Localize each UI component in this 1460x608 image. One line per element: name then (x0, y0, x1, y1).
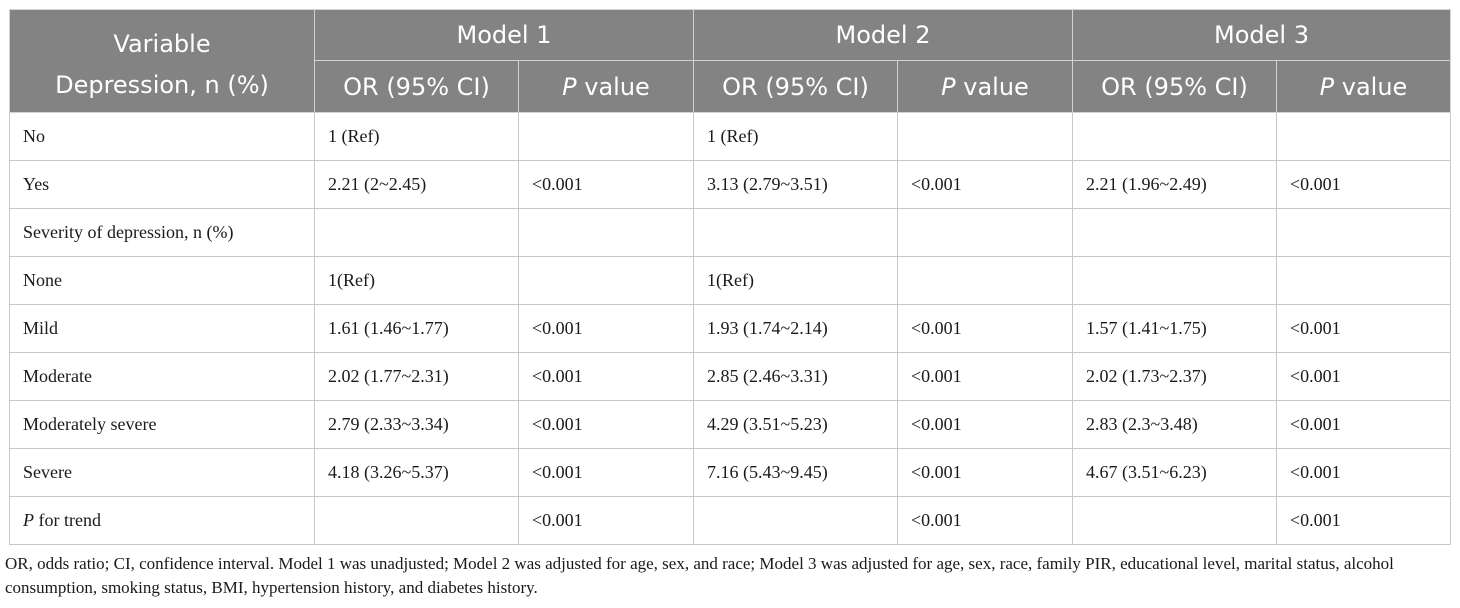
table-cell (314, 496, 519, 545)
row-label: No (9, 112, 315, 161)
table-cell: 4.18 (3.26~5.37) (314, 448, 519, 497)
table-row: Moderate 2.02 (1.77~2.31) <0.001 2.85 (2.46… (9, 352, 1451, 401)
table-cell: <0.001 (897, 352, 1073, 401)
results-table: Variable Depression, n (%) Model 1 Model… (9, 9, 1451, 545)
table-cell: 1(Ref) (314, 256, 519, 305)
table-footnote: OR, odds ratio; CI, confidence interval.… (5, 554, 1394, 597)
table-row: Moderately severe 2.79 (2.33~3.34) <0.001 4… (9, 400, 1451, 449)
table-cell (518, 208, 694, 257)
table-cell: <0.001 (897, 160, 1073, 209)
table-cell (1072, 208, 1277, 257)
table-row: No 1 (Ref) 1 (Ref) (9, 112, 1451, 161)
table-cell: 4.29 (3.51~5.23) (693, 400, 898, 449)
table-cell: 1 (Ref) (314, 112, 519, 161)
table-cell (1072, 496, 1277, 545)
row-label: Moderate (9, 352, 315, 401)
model-1-header: Model 1 (314, 9, 694, 61)
table-cell: 4.67 (3.51~6.23) (1072, 448, 1277, 497)
table-cell: <0.001 (897, 400, 1073, 449)
variable-label: Variable (113, 30, 211, 58)
table-header: Variable Depression, n (%) Model 1 Model… (9, 9, 1451, 113)
table-cell: 2.02 (1.77~2.31) (314, 352, 519, 401)
table-cell (1072, 256, 1277, 305)
table-row: Severity of depression, n (%) (9, 208, 1451, 257)
table-cell: <0.001 (1276, 448, 1451, 497)
table-cell: 1 (Ref) (693, 112, 898, 161)
table-cell: <0.001 (1276, 496, 1451, 545)
table-cell: 1.93 (1.74~2.14) (693, 304, 898, 353)
table-row: None 1(Ref) 1(Ref) (9, 256, 1451, 305)
row-label: Mild (9, 304, 315, 353)
table-cell (897, 208, 1073, 257)
depression-label: Depression, n (%) (55, 71, 269, 99)
table-cell (693, 496, 898, 545)
table-cell: <0.001 (518, 496, 694, 545)
table-cell: <0.001 (518, 400, 694, 449)
row-label: Severe (9, 448, 315, 497)
table-cell: <0.001 (1276, 160, 1451, 209)
p-value-header: P value (518, 60, 694, 113)
table-cell: <0.001 (897, 496, 1073, 545)
table-row: Severe 4.18 (3.26~5.37) <0.001 7.16 (5.43~9… (9, 448, 1451, 497)
table-cell: 1.57 (1.41~1.75) (1072, 304, 1277, 353)
table-cell (1276, 112, 1451, 161)
row-label: None (9, 256, 315, 305)
table-cell (518, 112, 694, 161)
table-cell (1276, 256, 1451, 305)
table-cell: 2.79 (2.33~3.34) (314, 400, 519, 449)
or-ci-header: OR (95% CI) (314, 60, 519, 113)
table-row: Mild 1.61 (1.46~1.77) <0.001 1.93 (1.74~2.1… (9, 304, 1451, 353)
row-label: Yes (9, 160, 315, 209)
table-cell (1276, 208, 1451, 257)
model-3-header: Model 3 (1072, 9, 1451, 61)
table-cell: 2.21 (1.96~2.49) (1072, 160, 1277, 209)
table-row-trend: P for trend <0.001 <0.001 <0.001 (9, 496, 1451, 545)
table-cell: <0.001 (1276, 304, 1451, 353)
p-value-header: P value (1276, 60, 1451, 113)
table-cell: 7.16 (5.43~9.45) (693, 448, 898, 497)
table-cell (518, 256, 694, 305)
table-cell (897, 112, 1073, 161)
table-cell: <0.001 (1276, 352, 1451, 401)
row-label: Severity of depression, n (%) (9, 208, 315, 257)
or-ci-header: OR (95% CI) (693, 60, 898, 113)
table-cell (314, 208, 519, 257)
or-ci-header: OR (95% CI) (1072, 60, 1277, 113)
row-label: Moderately severe (9, 400, 315, 449)
table-cell: <0.001 (518, 160, 694, 209)
table-cell: 2.02 (1.73~2.37) (1072, 352, 1277, 401)
table-row: Yes 2.21 (2~2.45) <0.001 3.13 (2.79~3.51) <0… (9, 160, 1451, 209)
table-cell (693, 208, 898, 257)
row-label: P for trend (9, 496, 315, 545)
table-cell: <0.001 (897, 448, 1073, 497)
table-cell: 2.21 (2~2.45) (314, 160, 519, 209)
table-body: No 1 (Ref) 1 (Ref) Yes 2.21 (2~2.45) <0.001 3.… (9, 112, 1451, 545)
table-cell: <0.001 (518, 304, 694, 353)
table-cell: 1.61 (1.46~1.77) (314, 304, 519, 353)
table-cell: 2.85 (2.46~3.31) (693, 352, 898, 401)
variable-header: Variable Depression, n (%) (9, 9, 315, 113)
table-cell: <0.001 (518, 352, 694, 401)
table-cell: <0.001 (518, 448, 694, 497)
table-cell: 3.13 (2.79~3.51) (693, 160, 898, 209)
table-cell (1072, 112, 1277, 161)
model-2-header: Model 2 (693, 9, 1073, 61)
table-cell: 2.83 (2.3~3.48) (1072, 400, 1277, 449)
table-cell (897, 256, 1073, 305)
table-cell: <0.001 (897, 304, 1073, 353)
table-cell: 1(Ref) (693, 256, 898, 305)
p-value-header: P value (897, 60, 1073, 113)
table-cell: <0.001 (1276, 400, 1451, 449)
